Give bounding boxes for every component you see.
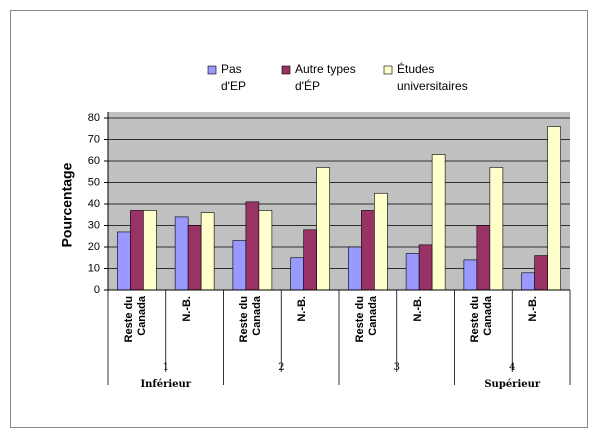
legend-label: Études universitaires — [397, 62, 468, 93]
bar — [431, 154, 446, 291]
group-label: 3 — [393, 362, 400, 373]
y-tick-label: 10 — [88, 262, 100, 274]
bar — [187, 225, 202, 291]
group-label: 1 — [162, 362, 169, 373]
bar — [174, 216, 189, 291]
y-tick-label: 20 — [88, 241, 100, 253]
y-tick-label: 80 — [88, 112, 100, 124]
y-tick-label: 30 — [88, 219, 100, 231]
bar — [534, 255, 548, 291]
bar — [405, 253, 420, 291]
bar — [547, 126, 561, 291]
bar — [258, 210, 273, 291]
group-sublabel: Inférieur — [140, 379, 192, 390]
bar — [130, 210, 144, 291]
x-tick-label: N.-B. — [527, 296, 540, 322]
x-tick-label: N.-B. — [411, 296, 424, 322]
y-tick-label: 70 — [88, 133, 100, 145]
y-tick-label: 50 — [88, 176, 100, 188]
y-tick-label: 60 — [88, 155, 100, 167]
bar — [316, 167, 330, 291]
bar — [374, 192, 388, 291]
bar — [303, 229, 317, 291]
x-tick-label: N.-B. — [180, 296, 193, 322]
bar — [200, 212, 215, 291]
bar — [143, 210, 157, 291]
x-tick-label: N.-B. — [296, 296, 309, 322]
bar — [476, 225, 491, 291]
legend-swatch — [281, 65, 291, 75]
group-sublabel: Supérieur — [484, 379, 541, 390]
bar — [361, 210, 375, 291]
legend-swatch — [383, 65, 393, 75]
y-axis-title: Pourcentage — [59, 162, 75, 247]
x-tick-label: Reste du Canada — [469, 296, 495, 343]
y-tick-label: 40 — [88, 198, 100, 210]
bar — [245, 201, 260, 291]
legend-label: Autre types d'ÉP — [295, 62, 356, 93]
bar — [117, 231, 131, 291]
bar — [290, 257, 304, 291]
y-tick-label: 0 — [94, 284, 100, 296]
chart-frame — [10, 10, 588, 428]
legend-swatch — [207, 65, 217, 75]
group-label: 2 — [278, 362, 285, 373]
x-tick-label: Reste du Canada — [353, 296, 379, 343]
bar — [348, 246, 362, 291]
bar — [489, 167, 504, 291]
x-tick-label: Reste du Canada — [122, 296, 148, 343]
bar — [521, 272, 535, 291]
bar — [232, 240, 247, 291]
legend-label: Pas d'EP — [221, 62, 246, 93]
x-tick-label: Reste du Canada — [238, 296, 264, 343]
bar — [463, 259, 478, 291]
bar — [418, 244, 433, 291]
group-label: 4 — [509, 362, 516, 373]
